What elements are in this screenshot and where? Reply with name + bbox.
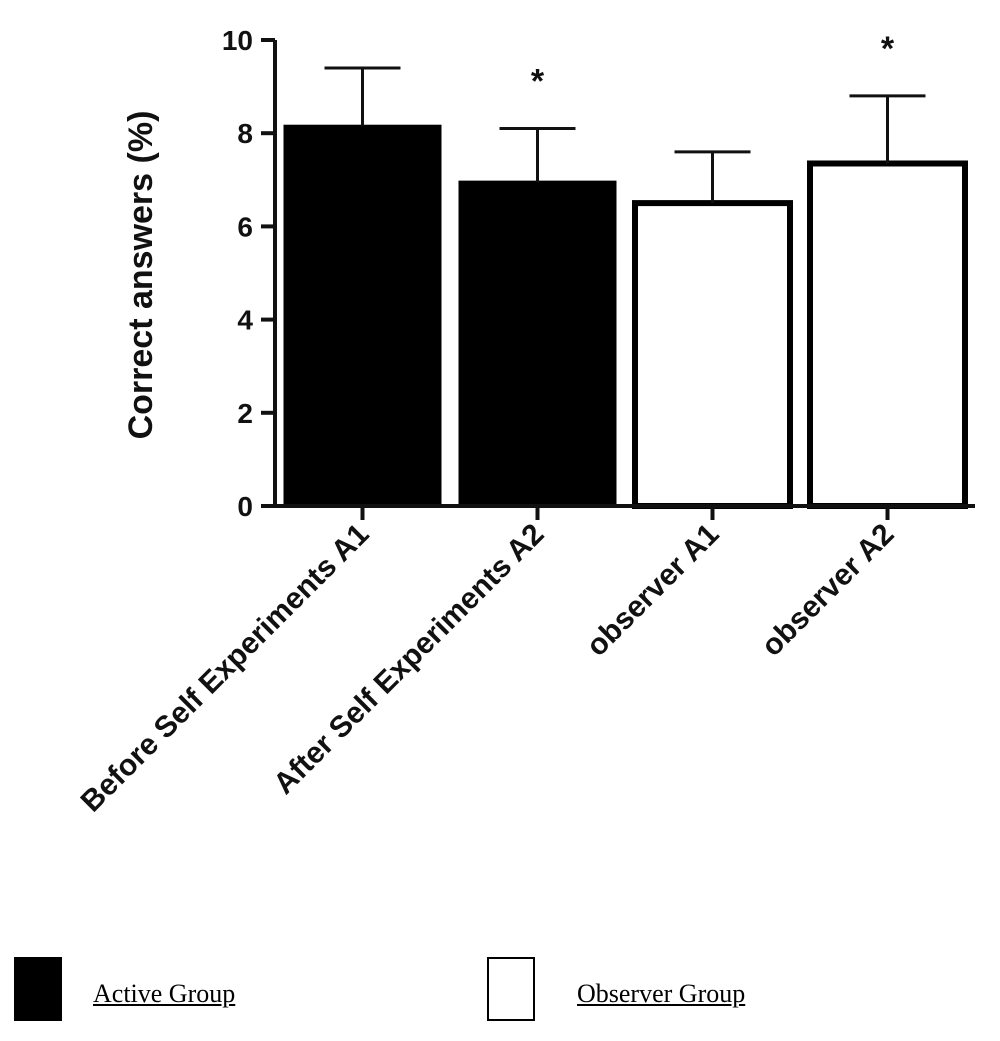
legend-label-observer[interactable]: Observer Group (577, 979, 746, 1008)
y-axis-label: Correct answers (%) (122, 111, 160, 440)
legend-label-active[interactable]: Active Group (93, 979, 236, 1008)
bar-2 (458, 180, 617, 508)
legend: Active Group Observer Group (0, 957, 1000, 1027)
bar-3 (632, 200, 793, 509)
y-tick-label: 6 (237, 211, 253, 242)
bars-group (283, 124, 968, 510)
significance-markers: ** (531, 30, 895, 101)
y-tick-label: 8 (237, 118, 253, 149)
bar-4 (807, 160, 968, 510)
significance-star-2: * (531, 63, 545, 101)
y-tick-label: 0 (237, 491, 253, 522)
bar-1 (283, 124, 442, 508)
legend-swatch-active (14, 957, 62, 1021)
error-bars-group (324, 66, 926, 204)
significance-star-4: * (881, 30, 895, 68)
y-tick-label: 10 (222, 25, 253, 56)
y-ticks: 0 2 4 6 8 10 (222, 25, 275, 522)
y-tick-label: 2 (237, 398, 253, 429)
x-tick-label: observer A1 (580, 518, 725, 663)
legend-swatch-observer (487, 957, 535, 1021)
x-tick-label: Before Self Experiments A1 (75, 518, 376, 819)
y-tick-label: 4 (237, 305, 253, 336)
x-tick-label: observer A2 (755, 518, 900, 663)
